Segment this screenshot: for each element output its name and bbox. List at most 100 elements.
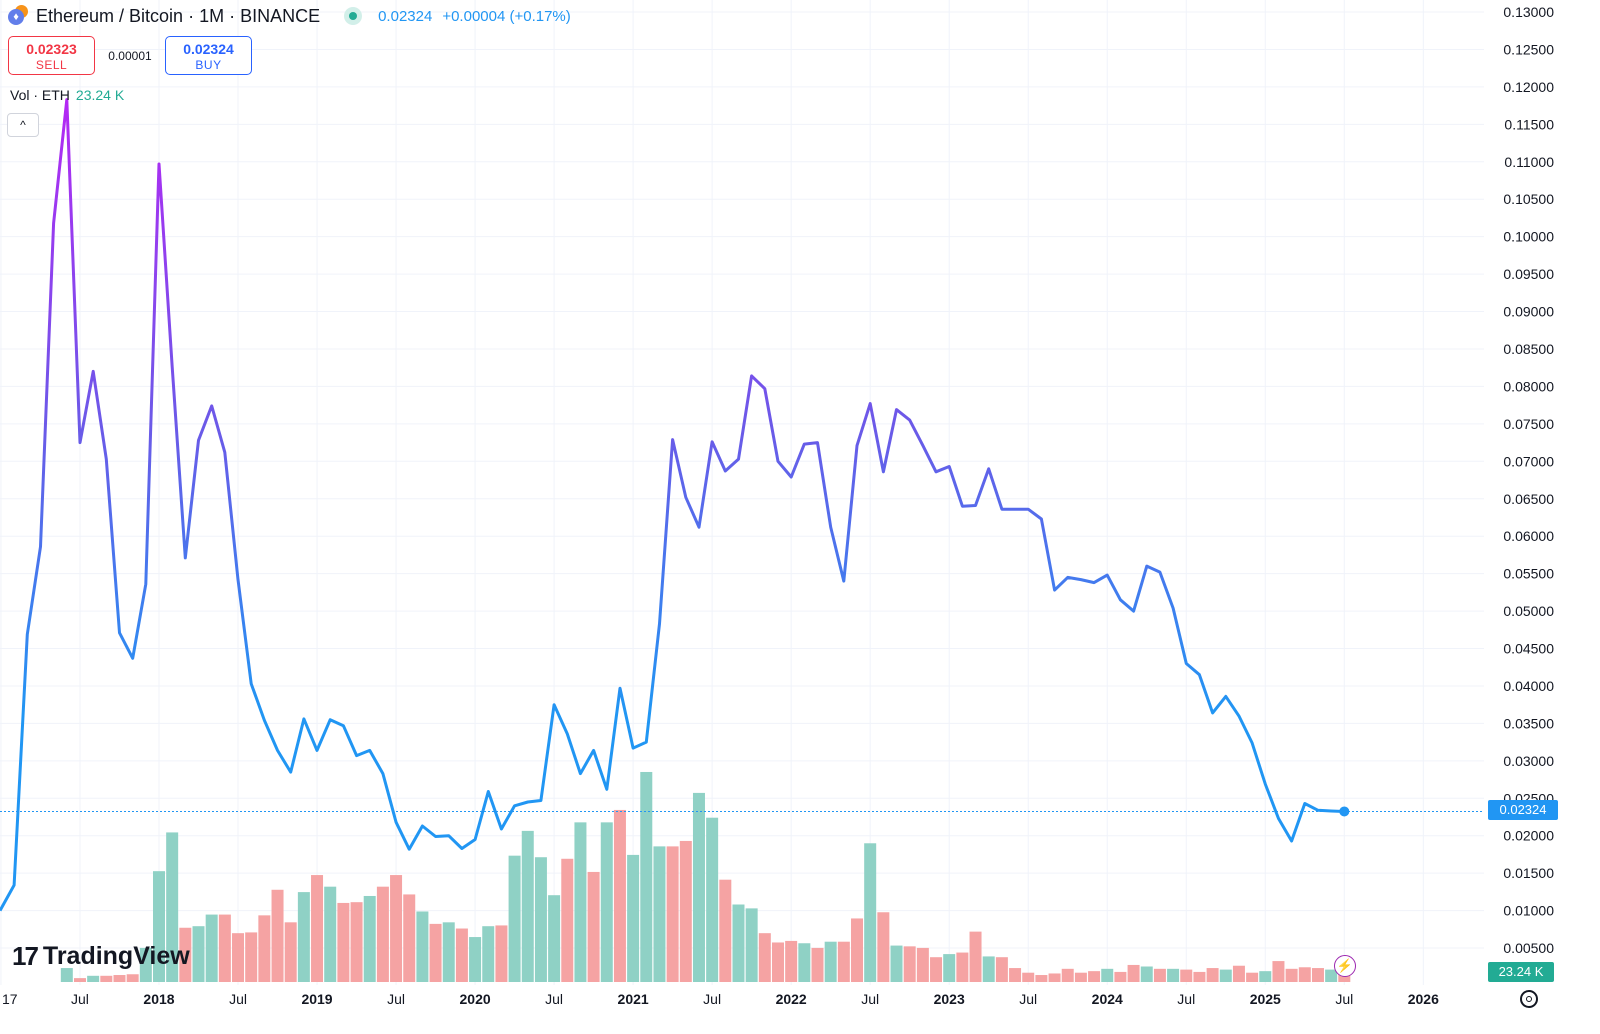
volume-bar (692, 792, 705, 982)
volume-bar (521, 830, 534, 982)
volume-bar (969, 931, 982, 982)
price-axis-tick-label: 0.11500 (1504, 116, 1554, 132)
time-axis-tick-label: 2021 (618, 991, 649, 1007)
volume-bar (771, 942, 784, 982)
volume-bar (640, 771, 653, 982)
volume-bar (1048, 973, 1061, 982)
volume-tag: 23.24 K (1488, 962, 1554, 982)
volume-bar (719, 879, 732, 982)
volume-bar (1180, 969, 1193, 982)
volume-bar (324, 886, 337, 982)
tradingview-logo[interactable]: 17 TradingView (12, 941, 190, 972)
buy-price: 0.02324 (183, 41, 234, 57)
volume-bar (1272, 961, 1285, 982)
volume-bar (627, 854, 640, 982)
volume-bar (232, 933, 245, 982)
time-axis-tick-label: Jul (229, 991, 247, 1007)
volume-bar (139, 947, 152, 982)
volume-bar (205, 914, 218, 982)
price-axis-tick-label: 0.01500 (1503, 865, 1554, 881)
buy-button[interactable]: 0.02324 BUY (165, 36, 252, 75)
chart-settings-gear-icon[interactable] (1520, 990, 1538, 1008)
volume-bar (1140, 966, 1153, 982)
volume-bar (455, 928, 468, 982)
collapse-legend-button[interactable]: ^ (7, 113, 39, 137)
volume-bar (1193, 971, 1206, 982)
time-axis-tick-label: Jul (71, 991, 89, 1007)
time-axis-tick-label: 2026 (1408, 991, 1439, 1007)
price-axis-tick-label: 0.01000 (1503, 903, 1554, 919)
volume-bar (890, 945, 903, 982)
volume-bar (87, 975, 100, 982)
time-axis-tick-label: 2019 (301, 991, 332, 1007)
market-open-status-icon[interactable] (344, 7, 363, 25)
volume-bar (482, 926, 495, 982)
flash-icon[interactable]: ⚡ (1334, 955, 1356, 977)
volume-bar (982, 956, 995, 982)
sell-button[interactable]: 0.02323 SELL (8, 36, 95, 75)
volume-bar (811, 947, 824, 982)
volume-bar (903, 946, 916, 982)
volume-legend-label: Vol · ETH (10, 87, 70, 103)
sell-label: SELL (35, 58, 68, 72)
time-axis-tick-label: 2023 (934, 991, 965, 1007)
price-axis-tick-label: 0.00500 (1503, 940, 1554, 956)
volume-bar (587, 871, 600, 982)
trade-buttons: 0.02323 SELL 0.00001 0.02324 BUY (8, 36, 252, 75)
volume-bar (416, 911, 429, 982)
volume-bar (1259, 971, 1272, 982)
volume-bar (390, 875, 403, 982)
price-axis[interactable]: 0.13000 0.12500 0.12000 0.11500 0.11000 0.105… (1503, 4, 1554, 956)
price-axis-tick-label: 0.05000 (1503, 603, 1554, 619)
buy-label: BUY (195, 58, 222, 72)
volume-bar (126, 974, 139, 982)
volume-bar (943, 954, 956, 982)
volume-bar (1232, 965, 1245, 982)
price-axis-tick-label: 0.03000 (1503, 753, 1554, 769)
time-axis-tick-label: Jul (1177, 991, 1195, 1007)
price-axis-tick-label: 0.06000 (1503, 528, 1554, 544)
time-axis[interactable]: 17 Jul 2018 Jul 2019 Jul 2020 Jul 2021 Jul 2022 Jul… (2, 991, 1439, 1007)
price-axis-tick-label: 0.11000 (1504, 154, 1554, 170)
tradingview-logo-mark: 17 (12, 941, 39, 971)
volume-bar (653, 846, 666, 982)
volume-bar (1127, 964, 1140, 982)
time-axis-tick-label: Jul (703, 991, 721, 1007)
price-axis-tick-label: 0.12500 (1503, 41, 1554, 57)
volume-bar (1153, 968, 1166, 982)
volume-bar (956, 952, 969, 982)
volume-bar (1101, 968, 1114, 982)
volume-bar (495, 925, 508, 982)
symbol-header: ♦ Ethereum / Bitcoin · 1M · BINANCE 0.02… (8, 5, 571, 27)
price-series-line (0, 98, 1345, 912)
last-price-readout: 0.02324 (378, 7, 433, 25)
volume-bar (548, 895, 561, 982)
volume-legend[interactable]: Vol · ETH 23.24 K (10, 87, 124, 103)
price-axis-tick-label: 0.09500 (1503, 266, 1554, 282)
grid-lines (0, 0, 1484, 985)
price-axis-tick-label: 0.07500 (1503, 416, 1554, 432)
price-axis-tick-label: 0.13000 (1503, 4, 1554, 20)
volume-bar (350, 902, 363, 982)
volume-bar (179, 927, 192, 982)
price-axis-tick-label: 0.07000 (1503, 453, 1554, 469)
volume-bar (60, 968, 73, 982)
eth-btc-icon: ♦ (8, 5, 30, 27)
volume-bar (785, 940, 798, 982)
volume-bar (1088, 971, 1101, 982)
price-axis-tick-label: 0.03500 (1503, 715, 1554, 731)
spread-value: 0.00001 (108, 48, 152, 63)
volume-bar (271, 889, 284, 982)
volume-bar (469, 937, 482, 982)
volume-bar (613, 809, 626, 982)
last-price-dot (1339, 806, 1350, 817)
volume-bar (73, 978, 86, 982)
volume-bar (574, 822, 587, 982)
volume-bar (337, 902, 350, 982)
volume-bar (1246, 972, 1259, 982)
price-axis-tick-label: 0.02000 (1503, 828, 1554, 844)
price-axis-tick-label: 0.05500 (1503, 566, 1554, 582)
time-axis-tick-label: 2025 (1250, 991, 1281, 1007)
symbol-title[interactable]: Ethereum / Bitcoin · 1M · BINANCE (36, 5, 321, 26)
